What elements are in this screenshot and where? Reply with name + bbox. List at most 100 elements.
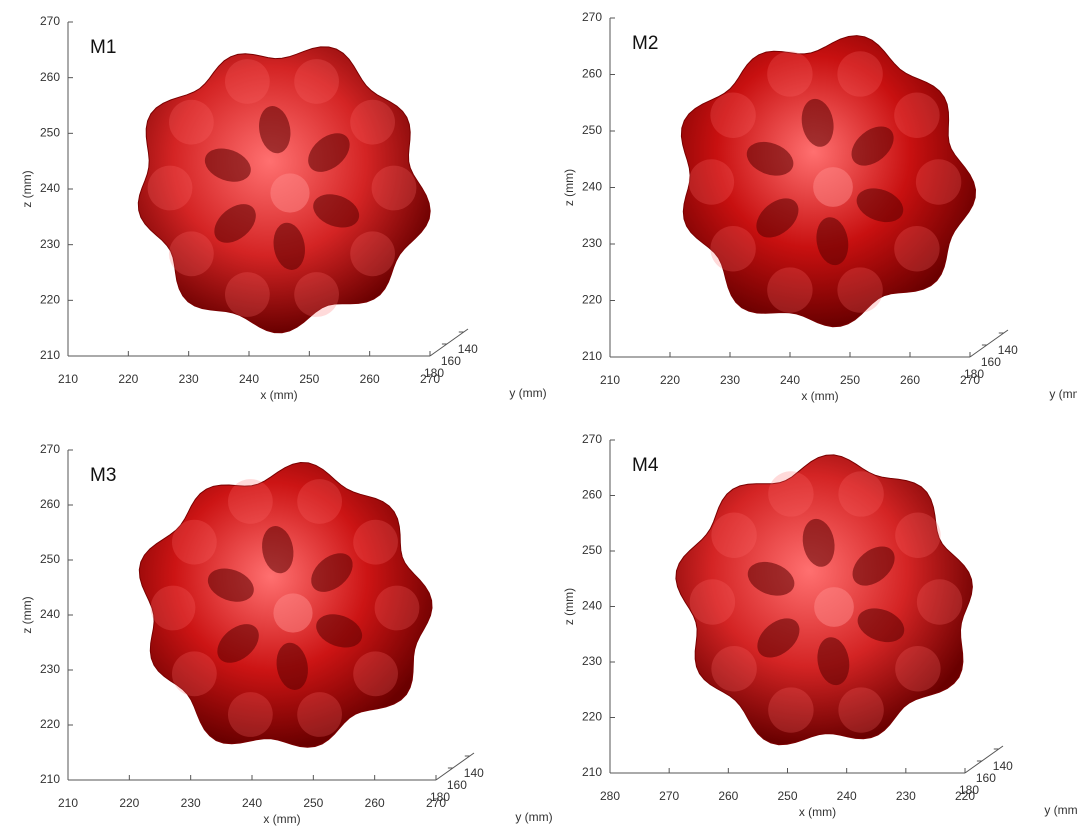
blob-bump — [151, 586, 196, 631]
z-tick-label: 210 — [582, 765, 602, 779]
x-axis-label: x (mm) — [263, 812, 300, 826]
z-axis-label: z (mm) — [562, 169, 576, 206]
z-axis-label: z (mm) — [562, 588, 576, 625]
blob-bump — [894, 226, 939, 271]
x-tick-label: 250 — [840, 373, 860, 387]
blob-bump — [917, 579, 962, 624]
blob-bump — [225, 272, 270, 317]
x-tick-label: 230 — [720, 373, 740, 387]
z-tick-label: 210 — [40, 772, 60, 786]
z-tick-label: 270 — [40, 14, 60, 28]
x-axis-label: x (mm) — [260, 388, 297, 402]
x-tick-label: 240 — [837, 789, 857, 803]
blob-bump — [837, 51, 882, 96]
z-tick-label: 270 — [582, 432, 602, 446]
blob-bump — [710, 226, 755, 271]
blob-bump — [768, 471, 813, 516]
blob-bump — [837, 267, 882, 312]
x-tick-label: 230 — [179, 372, 199, 386]
blob-bump — [225, 59, 270, 104]
panel-title: M2 — [632, 33, 658, 54]
y-axis-label: y (mm) — [1049, 387, 1077, 401]
blob-bump — [689, 159, 734, 204]
x-tick-label: 270 — [659, 789, 679, 803]
blob-bump — [294, 59, 339, 104]
z-tick-label: 250 — [582, 123, 602, 137]
blob-bump — [172, 651, 217, 696]
x-axis-label: x (mm) — [799, 805, 836, 819]
blob-bump — [690, 579, 735, 624]
panel-title: M1 — [90, 37, 116, 58]
x-tick-label: 260 — [365, 796, 385, 810]
blob-bump — [710, 93, 755, 138]
y-tick-label: 180 — [959, 783, 979, 797]
blob-bump — [148, 166, 193, 211]
x-tick-label: 230 — [896, 789, 916, 803]
z-tick-label: 250 — [40, 126, 60, 140]
blob-bump — [294, 272, 339, 317]
blob-bump — [895, 646, 940, 691]
z-tick-label: 220 — [40, 717, 60, 731]
y-tick-label: 180 — [964, 367, 984, 381]
z-tick-label: 250 — [582, 543, 602, 557]
blob-bump — [169, 231, 214, 276]
z-tick-label: 270 — [582, 10, 602, 24]
x-tick-label: 220 — [118, 372, 138, 386]
z-tick-label: 210 — [40, 348, 60, 362]
blob-bump — [767, 51, 812, 96]
x-tick-label: 260 — [718, 789, 738, 803]
blob-bump — [228, 479, 273, 524]
blob-bump — [172, 520, 217, 565]
x-tick-label: 260 — [900, 373, 920, 387]
blob-bump — [838, 687, 883, 732]
x-tick-label: 220 — [660, 373, 680, 387]
y-axis-label: y (mm) — [515, 810, 552, 824]
blob-bump — [375, 586, 420, 631]
blob-bump — [895, 513, 940, 558]
x-tick-label: 210 — [58, 372, 78, 386]
z-tick-label: 240 — [40, 607, 60, 621]
blob-bump — [350, 100, 395, 145]
figure: 210 220 230 240 250 260 270 210 220 230 240 250 260 2… — [0, 0, 1077, 829]
z-tick-label: 260 — [40, 497, 60, 511]
panel-title: M3 — [90, 465, 116, 486]
blob-bump — [297, 479, 342, 524]
z-tick-label: 240 — [582, 599, 602, 613]
x-axis-label: x (mm) — [801, 389, 838, 403]
x-tick-label: 250 — [299, 372, 319, 386]
z-tick-label: 260 — [40, 70, 60, 84]
z-axis-label: z (mm) — [20, 170, 34, 207]
z-tick-label: 230 — [582, 236, 602, 250]
blob-center — [273, 593, 312, 632]
z-tick-label: 250 — [40, 552, 60, 566]
blob-bump — [711, 646, 756, 691]
x-tick-label: 240 — [242, 796, 262, 810]
blob-bump — [711, 513, 756, 558]
x-tick-label: 240 — [239, 372, 259, 386]
y-tick-label: 180 — [430, 790, 450, 804]
z-tick-label: 260 — [582, 488, 602, 502]
z-tick-label: 220 — [582, 710, 602, 724]
panel-title: M4 — [632, 455, 659, 476]
y-axis-label: y (mm) — [1044, 803, 1077, 817]
blob-bump — [372, 166, 417, 211]
blob-center — [813, 167, 853, 207]
blob-bump — [353, 520, 398, 565]
blob-center — [270, 173, 309, 212]
blob-bump — [228, 692, 273, 737]
x-tick-label: 210 — [600, 373, 620, 387]
z-tick-label: 240 — [582, 180, 602, 194]
x-tick-label: 220 — [119, 796, 139, 810]
x-tick-label: 210 — [58, 796, 78, 810]
blob-bump — [767, 267, 812, 312]
z-tick-label: 220 — [582, 293, 602, 307]
z-axis-label: z (mm) — [20, 596, 34, 633]
blob-bump — [169, 100, 214, 145]
z-tick-label: 230 — [582, 654, 602, 668]
z-tick-label: 230 — [40, 237, 60, 251]
blob-bump — [894, 93, 939, 138]
x-tick-label: 250 — [777, 789, 797, 803]
x-tick-label: 260 — [360, 372, 380, 386]
z-tick-label: 240 — [40, 181, 60, 195]
y-tick-label: 180 — [424, 366, 444, 380]
